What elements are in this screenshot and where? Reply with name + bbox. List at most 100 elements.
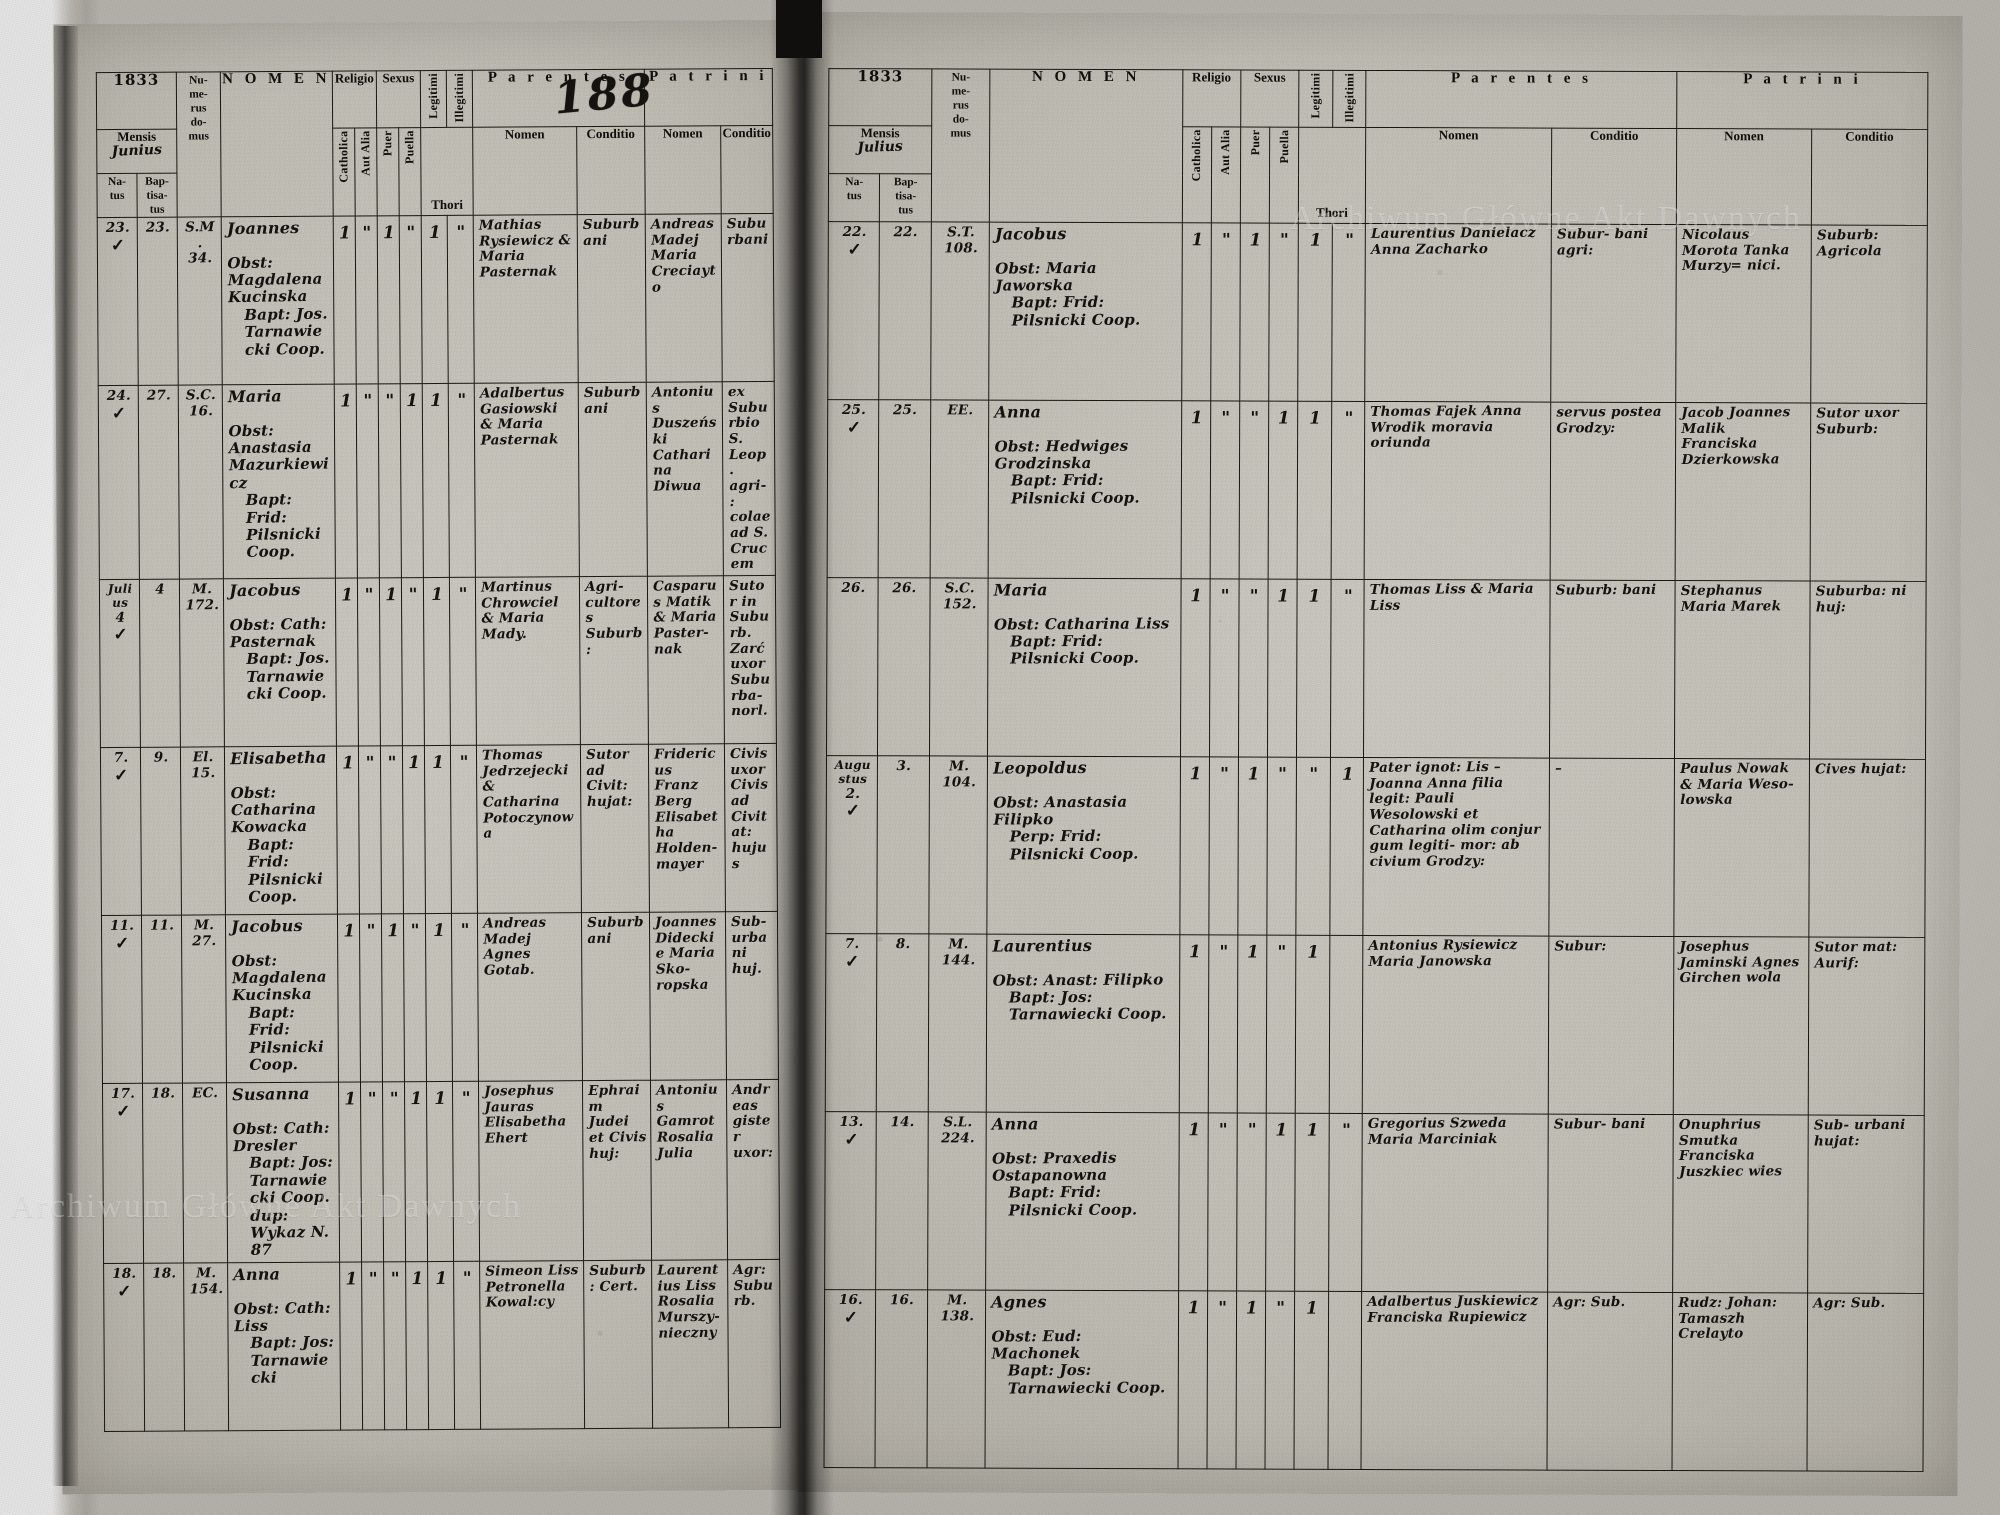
- cell-puella-text: ": [410, 921, 420, 942]
- cell-legitimi: ": [1295, 757, 1331, 936]
- cell-illegitimi-text: ": [1343, 586, 1353, 608]
- cell-aut-alia: ": [1209, 579, 1239, 758]
- cell-baptisatus-text: 25.: [893, 402, 918, 419]
- spine-clamp: [776, 0, 822, 58]
- cell-legitimi: 1: [1294, 1113, 1329, 1292]
- table-row[interactable]: Julius 4 ✓ 4 M. 172. Jacobus Obst: Cath: Paster…: [99, 575, 777, 748]
- cell-parentes-nomen-text: Andreas Madej Agnes Gotab.: [483, 914, 547, 979]
- cell-parentes-nomen-text: Gregorius Szweda Maria Marciniak: [1367, 1115, 1508, 1148]
- cell-aut-alia-text: ": [362, 223, 372, 244]
- header-parentes-right: P a r e n t e s: [1365, 70, 1678, 129]
- cell-natus: Augustus 2. ✓: [825, 755, 878, 935]
- cell-patrini-nomen-text: Andreas Madej Maria Creciayto: [650, 215, 717, 296]
- header-catholica-right: Catholica: [1181, 127, 1212, 224]
- cell-aut-alia-text: ": [1217, 1298, 1228, 1319]
- cell-patrini-conditio: Sub- urbani huj.: [725, 911, 779, 1080]
- cell-numerus-domus-text: M. 138.: [940, 1292, 975, 1325]
- cell-baptisatus: 16.: [875, 1290, 928, 1469]
- cell-numerus-domus: EE.: [930, 400, 989, 579]
- cell-parentes-conditio: Subur:: [1548, 936, 1675, 1115]
- cell-parentes-nomen: Thomas Liss & Maria Liss: [1363, 579, 1550, 759]
- cell-puella: ": [1266, 757, 1297, 936]
- cell-patrini-nomen: Laurentius Liss Rosalia Murszy- nieczny: [651, 1259, 729, 1429]
- table-row[interactable]: 7. ✓ 9. El. 15. Elisabetha Obst: Catharina Kow…: [100, 743, 778, 916]
- header-legitimi-right: Legitimi: [1298, 70, 1333, 128]
- cell-illegitimi: 1: [1329, 757, 1364, 936]
- table-row[interactable]: 16. ✓ 16. M. 138. Agnes Obst: Eud: Machonek Bap…: [824, 1289, 1924, 1472]
- cell-parentes-conditio-text: Subur:: [1554, 938, 1607, 955]
- cell-parentes-nomen-text: Thomas Jedrzejecki & Catharina Potoczyno…: [481, 746, 574, 843]
- header-mensis-right: Mensis Julius: [828, 125, 932, 175]
- cell-puer: ": [382, 1081, 406, 1262]
- cell-numerus-domus: S.C. 152.: [929, 578, 989, 757]
- cell-parentes-conditio-text: Subur- bani agri:: [1556, 226, 1649, 259]
- header-parentes-conditio-left: Conditio: [576, 126, 646, 215]
- cell-nomen-text: Joannes Obst: Magdalena Kucinska Bapt: Jos…: [226, 218, 328, 359]
- header-mensis-left: Mensis Junius: [96, 129, 177, 174]
- cell-legitimi: 1: [425, 913, 453, 1082]
- cell-aut-alia-text: ": [1221, 230, 1231, 251]
- table-row[interactable]: 23. ✓ 23. S.M. 34. Joannes Obst: Magdalena Kuc…: [97, 213, 775, 386]
- cell-puella-text: 1: [408, 753, 421, 774]
- cell-catholica-text: 1: [1187, 1120, 1201, 1141]
- cell-patrini-nomen-text: Antonius Gamrot Rosalia Julia: [656, 1081, 718, 1162]
- cell-nomen: Maria Obst: Anastasia Mazurkiewicz Bapt: F…: [222, 384, 336, 579]
- cell-patrini-conditio-text: Agr: Suburb.: [733, 1261, 774, 1310]
- cell-parentes-conditio-text: Subur- bani: [1553, 1116, 1646, 1133]
- cell-catholica: 1: [1181, 223, 1212, 402]
- cell-nomen: Anna Obst: Praxedis Ostapanowna Bapt: Frid…: [985, 1112, 1179, 1292]
- cell-legitimi-text: ": [1309, 764, 1319, 785]
- cell-patrini-nomen: Antonius Duszeński Catharina Diwua: [646, 382, 724, 577]
- cell-aut-alia: ": [1210, 223, 1241, 402]
- cell-aut-alia: ": [1206, 1291, 1237, 1470]
- table-row[interactable]: 25. ✓ 25. EE. Anna Obst: Hedwiges Grodzinska B…: [827, 399, 1927, 582]
- cell-parentes-conditio: Suburbani: [577, 214, 647, 383]
- cell-parentes-nomen-text: Adalbertus Juskiewicz Franciska Rupiewic…: [1367, 1293, 1539, 1326]
- cell-natus-text: 25. ✓: [841, 402, 867, 438]
- cell-illegitimi: ": [1331, 223, 1366, 402]
- cell-numerus-domus-text: M. 104.: [942, 758, 976, 791]
- header-thori-right: Thori: [1298, 127, 1366, 224]
- table-row[interactable]: 26. 26. S.C. 152. Maria Obst: Catharina Liss B…: [826, 577, 1927, 760]
- cell-illegitimi-text: [1329, 1292, 1362, 1302]
- cell-patrini-conditio-text: Sub- urbani hujat:: [1813, 1117, 1905, 1150]
- cell-patrini-nomen: Onuphrius Smutka Franciska Juszkiec wies: [1672, 1114, 1808, 1294]
- cell-nomen-text: Laurentius Obst: Anast: Filipko Bapt: Jos:…: [992, 936, 1167, 1025]
- header-natus-left: Na- tus: [96, 173, 138, 218]
- cell-aut-alia-text: ": [368, 1269, 379, 1290]
- cell-aut-alia: ": [361, 1261, 385, 1430]
- cell-parentes-conditio: Suburb: bani: [1549, 580, 1676, 759]
- cell-numerus-domus: M. 144.: [928, 934, 987, 1113]
- cell-nomen-text: Maria Obst: Anastasia Mazurkiewicz Bapt: F…: [227, 386, 330, 562]
- cell-illegitimi-text: ": [1344, 230, 1354, 252]
- table-row[interactable]: 22. ✓ 22. S.T. 108. Jacobus Obst: Maria Jawors…: [827, 221, 1928, 404]
- cell-nomen-text: Jacobus Obst: Magdalena Kucinska Bapt: Fri…: [230, 916, 327, 1075]
- header-patrini-nomen-left: Nomen: [644, 126, 722, 215]
- table-row[interactable]: 24. ✓ 27. S.C. 16. Maria Obst: Anastasia Mazur…: [98, 381, 776, 580]
- cell-aut-alia-text: ": [364, 585, 374, 606]
- cell-baptisatus: 18.: [143, 1262, 185, 1432]
- table-row[interactable]: 13. ✓ 14. S.L. 224. Anna Obst: Praxedis Ostapa…: [824, 1111, 1925, 1294]
- cell-catholica: 1: [1178, 935, 1209, 1114]
- table-row[interactable]: Augustus 2. ✓ 3. M. 104. Leopoldus Obst: Anasta…: [825, 755, 1926, 938]
- cell-legitimi-text: 1: [434, 1088, 447, 1110]
- cell-natus-text: 22. ✓: [842, 224, 867, 260]
- cell-numerus-domus: S.T. 108.: [930, 222, 990, 401]
- cell-patrini-conditio-text: Agr: Sub.: [1812, 1295, 1885, 1312]
- cell-nomen: Laurentius Obst: Anast: Filipko Bapt: Jos:…: [986, 934, 1180, 1114]
- cell-nomen-text: Maria Obst: Catharina Liss Bapt: Frid: Pil…: [993, 580, 1170, 669]
- table-row[interactable]: 11. ✓ 11. M. 27. Jacobus Obst: Magdalena Kucin…: [101, 911, 779, 1084]
- cell-puer: 1: [1239, 223, 1270, 402]
- header-parentes-nomen-left: Nomen: [472, 127, 578, 216]
- cell-illegitimi: [1327, 1291, 1362, 1470]
- cell-puer: 1: [377, 216, 401, 385]
- table-row[interactable]: 7. ✓ 8. M. 144. Laurentius Obst: Anast: Filipk…: [825, 933, 1925, 1116]
- cell-catholica-text: 1: [341, 585, 354, 606]
- table-row[interactable]: 17. ✓ 18. EC. Susanna Obst: Cath: Dresler Bapt…: [102, 1079, 780, 1264]
- table-row[interactable]: 18. ✓ 18. M. 154. Anna Obst: Cath: Liss Bapt: J…: [103, 1259, 781, 1432]
- cell-legitimi: 1: [1297, 223, 1332, 402]
- cell-legitimi: 1: [423, 577, 451, 746]
- cell-puella: ": [1268, 223, 1299, 402]
- cell-numerus-domus: EC.: [182, 1082, 228, 1263]
- cell-patrini-nomen-text: Joannes Dideckie Maria Sko- ropska: [655, 913, 717, 994]
